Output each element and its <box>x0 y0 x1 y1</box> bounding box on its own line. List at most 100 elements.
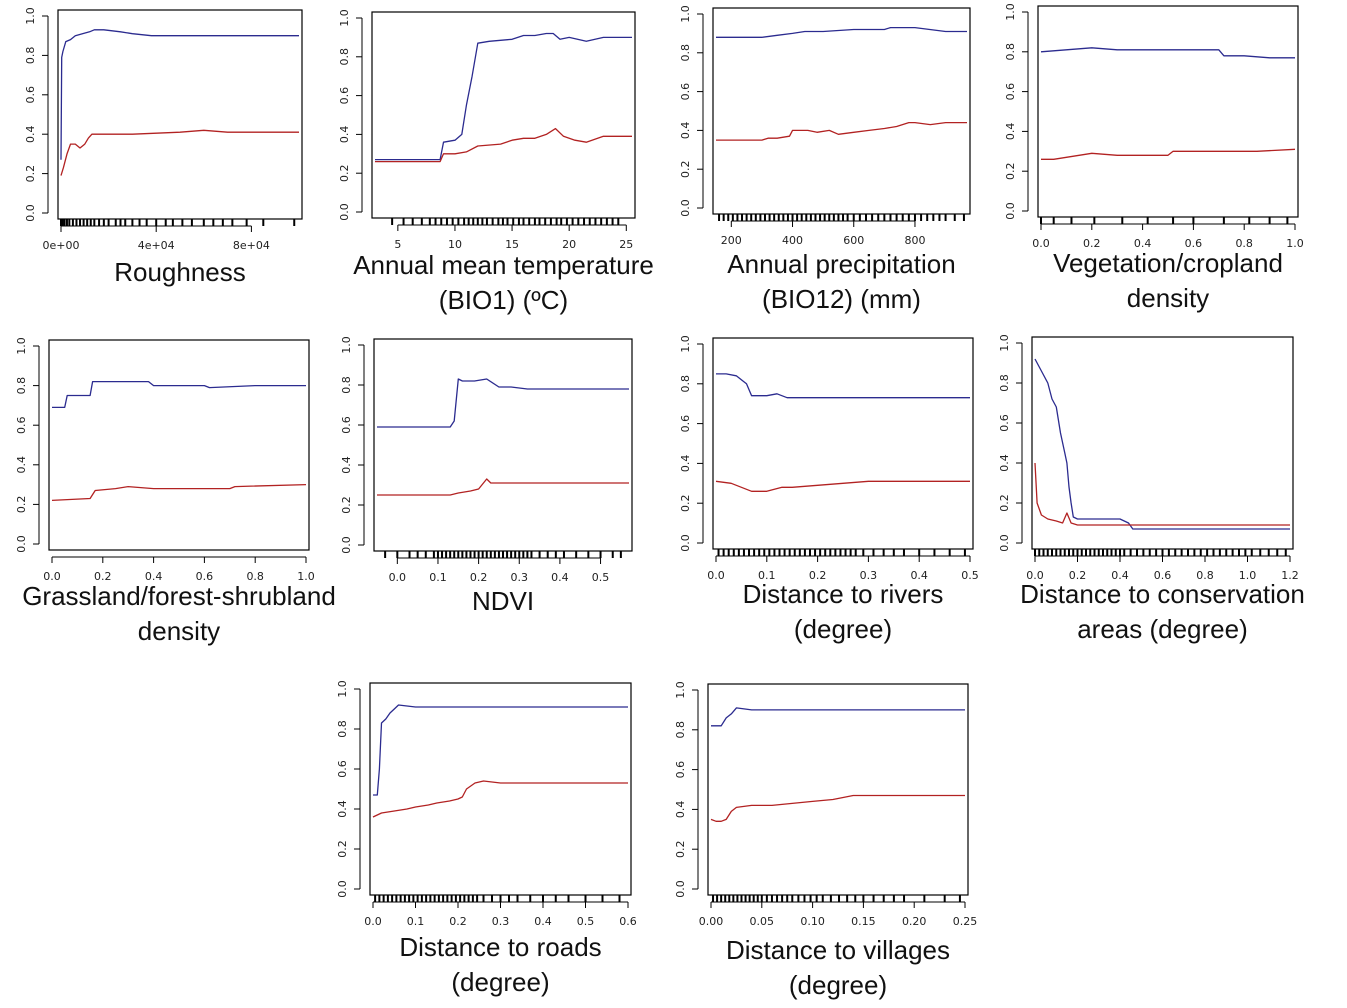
y-tick-label: 0.6 <box>340 416 353 434</box>
y-tick-label: 0.2 <box>679 160 692 178</box>
x-tick-label: 1.0 <box>297 570 315 583</box>
panel-8: 0.0 0.2 0.4 0.6 0.8 1.0 0.0 0.2 0.4 0.6 0.8 1.0 1.2D… <box>998 334 1305 644</box>
y-tick-label: 0.2 <box>340 496 353 514</box>
y-tick-label: 0.8 <box>679 44 692 62</box>
series-line-red <box>710 794 965 822</box>
series-line-blue <box>375 32 632 161</box>
plot-frame <box>369 682 632 896</box>
y-tick-label: 1.0 <box>340 336 353 354</box>
x-tick-label: 15 <box>505 238 519 251</box>
panel-caption: (degree) <box>794 614 892 644</box>
series-line-red <box>1041 148 1296 160</box>
x-tick-label: 0.3 <box>511 571 529 584</box>
y-tick-label: 0.6 <box>679 415 692 433</box>
y-tick-label: 0.0 <box>336 880 349 898</box>
x-tick-label: 5 <box>394 238 401 251</box>
panel-4: 0.00.20.40.60.81.00.0 0.2 0.4 0.6 0.8 1.0Vege… <box>1004 3 1304 313</box>
y-tick-label: 0.2 <box>674 840 687 858</box>
y-tick-label: 0.0 <box>674 880 687 898</box>
panel-caption: (BIO12) (mm) <box>762 284 921 314</box>
y-tick-label: 0.4 <box>998 454 1011 472</box>
y-tick-label: 0.2 <box>679 494 692 512</box>
y-tick-label: 0.8 <box>679 375 692 393</box>
y-tick-label: 0.8 <box>15 377 28 395</box>
x-tick-label: 0.0 <box>1032 237 1050 250</box>
x-tick-label: 0.2 <box>470 571 488 584</box>
y-tick-label: 0.2 <box>15 496 28 514</box>
x-tick-label: 20 <box>562 238 576 251</box>
x-tick-label: 0.4 <box>551 571 569 584</box>
panel-caption: areas (degree) <box>1077 614 1248 644</box>
x-tick-label: 0.5 <box>592 571 610 584</box>
x-tick-label: 0e+00 <box>43 239 80 252</box>
x-tick-label: 0.4 <box>1134 237 1152 250</box>
panel-caption: Distance to rivers <box>743 579 944 609</box>
x-tick-label: 0.0 <box>364 915 382 928</box>
series-line-blue <box>1034 358 1290 530</box>
x-tick-label: 0.2 <box>449 915 467 928</box>
x-tick-label: 0.1 <box>407 915 425 928</box>
x-tick-label: 0.3 <box>492 915 510 928</box>
plot-frame <box>371 11 636 219</box>
y-tick-label: 0.4 <box>679 455 692 473</box>
x-tick-label: 0.10 <box>800 915 825 928</box>
y-tick-label: 0.8 <box>338 48 351 66</box>
panel-caption: NDVI <box>472 586 534 616</box>
y-tick-label: 0.4 <box>340 456 353 474</box>
y-tick-label: 1.0 <box>338 9 351 27</box>
y-tick-label: 0.0 <box>679 534 692 552</box>
y-tick-label: 0.0 <box>998 534 1011 552</box>
y-tick-label: 0.6 <box>15 416 28 434</box>
x-tick-label: 200 <box>721 234 742 247</box>
x-tick-label: 25 <box>619 238 633 251</box>
series-line-blue <box>52 380 306 409</box>
y-tick-label: 1.0 <box>15 337 28 355</box>
panel-caption: Grassland/forest-shrubland <box>22 581 336 611</box>
y-tick-label: 0.4 <box>15 456 28 474</box>
y-tick-label: 0.8 <box>674 721 687 739</box>
x-tick-label: 10 <box>448 238 462 251</box>
plot-frame <box>712 7 971 215</box>
x-tick-label: 0.1 <box>429 571 447 584</box>
x-tick-label: 0.20 <box>902 915 927 928</box>
plot-frame <box>48 339 310 551</box>
x-tick-label: 0.4 <box>145 570 163 583</box>
x-tick-label: 1.2 <box>1281 569 1299 582</box>
y-tick-label: 0.8 <box>1004 43 1017 61</box>
x-tick-label: 0.0 <box>389 571 407 584</box>
series-line-red <box>60 129 299 176</box>
panel-1: 0.0 0.2 0.4 0.6 0.8 1.0 0e+00 4e+04 8e+04 Roughne… <box>24 7 303 287</box>
series-line-red <box>1034 462 1290 526</box>
x-tick-label: 400 <box>782 234 803 247</box>
series-line-blue <box>60 29 299 160</box>
x-tick-label: 0.2 <box>1069 569 1087 582</box>
y-tick-label: 0.2 <box>1004 162 1017 180</box>
plot-frame <box>712 337 974 550</box>
y-tick-label: 0.8 <box>24 47 37 65</box>
panel-3: 0.0 0.2 0.4 0.6 0.8 1.0 200 400 600 800 Annual pre… <box>679 5 971 314</box>
series-line-red <box>715 480 970 492</box>
y-tick-label: 0.6 <box>674 761 687 779</box>
y-tick-label: 0.6 <box>1004 83 1017 101</box>
y-tick-label: 0.6 <box>24 86 37 104</box>
panel-caption: Annual mean temperature <box>353 250 654 280</box>
series-line-blue <box>716 26 967 38</box>
y-tick-label: 1.0 <box>24 7 37 25</box>
y-tick-label: 1.0 <box>674 681 687 699</box>
x-tick-label: 0.1 <box>758 569 776 582</box>
x-tick-label: 0.0 <box>43 570 61 583</box>
x-tick-label: 0.6 <box>1185 237 1203 250</box>
x-tick-label: 0.6 <box>619 915 637 928</box>
x-tick-label: 0.8 <box>246 570 264 583</box>
series-line-red <box>377 478 629 496</box>
x-tick-label: 0.0 <box>707 569 725 582</box>
x-tick-label: 0.2 <box>94 570 112 583</box>
y-tick-label: 1.0 <box>679 5 692 23</box>
x-tick-label: 0.25 <box>953 915 978 928</box>
series-line-red <box>51 483 307 502</box>
x-tick-label: 0.3 <box>860 569 878 582</box>
y-tick-label: 0.2 <box>998 494 1011 512</box>
x-tick-label: 0.4 <box>910 569 928 582</box>
y-tick-label: 0.6 <box>998 414 1011 432</box>
